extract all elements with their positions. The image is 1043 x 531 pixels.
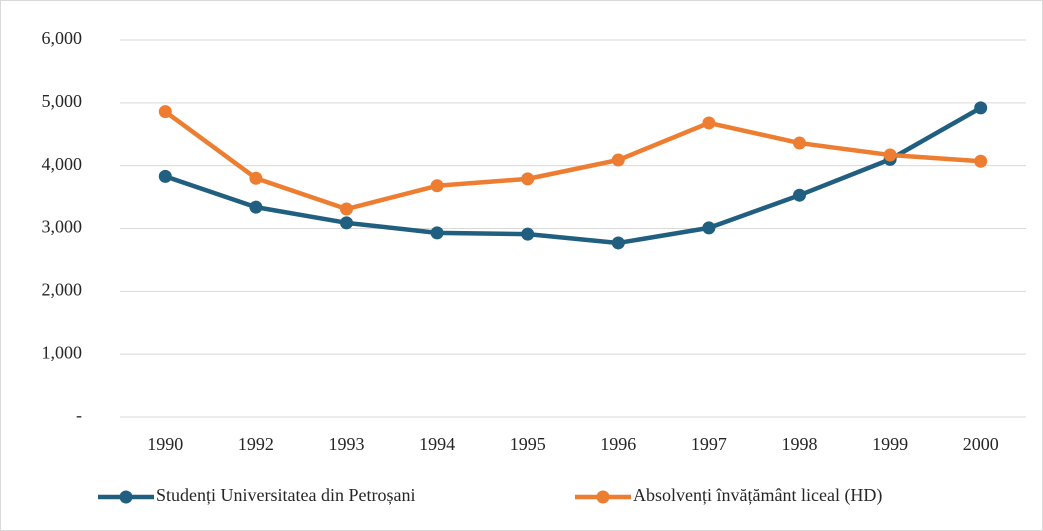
data-point — [340, 202, 353, 216]
data-point — [340, 216, 353, 230]
x-tick-label: 1999 — [872, 434, 908, 454]
data-point — [974, 154, 988, 168]
data-point — [974, 101, 988, 115]
x-tick-label: 1998 — [782, 434, 818, 454]
y-tick-label: 5,000 — [42, 91, 83, 111]
data-point — [521, 172, 535, 186]
data-point — [793, 136, 806, 150]
data-point — [793, 188, 806, 202]
x-tick-label: 1997 — [691, 434, 727, 454]
data-point — [702, 116, 716, 130]
data-point — [158, 105, 172, 119]
y-tick-label: 1,000 — [42, 342, 83, 362]
series-line — [164, 105, 982, 246]
x-tick-label: 1992 — [238, 434, 274, 454]
data-point — [521, 227, 535, 241]
x-tick-label: 1990 — [147, 434, 183, 454]
x-tick-label: 1993 — [329, 434, 365, 454]
series-line — [163, 109, 981, 212]
y-tick-label: 3,000 — [42, 217, 83, 237]
y-tick-label: 4,000 — [42, 154, 83, 174]
legend-label: Studenți Universitatea din Petroșani — [156, 485, 415, 505]
x-tick-label: 2000 — [963, 434, 999, 454]
y-tick-label: - — [76, 405, 82, 425]
data-point — [611, 236, 625, 250]
data-point — [430, 226, 444, 240]
data-point — [249, 171, 263, 185]
legend-marker — [119, 490, 133, 504]
legend-marker — [596, 490, 610, 504]
data-point — [158, 169, 172, 183]
data-point — [430, 179, 444, 193]
x-tick-label: 1995 — [510, 434, 546, 454]
data-point — [883, 148, 897, 162]
data-point — [702, 221, 716, 235]
x-tick-label: 1994 — [419, 434, 455, 454]
y-tick-label: 6,000 — [42, 28, 83, 48]
data-point — [611, 153, 625, 167]
x-tick-label: 1996 — [600, 434, 636, 454]
legend-label: Absolvenți învățământ liceal (HD) — [633, 485, 882, 506]
y-tick-label: 2,000 — [42, 279, 83, 299]
data-point — [249, 200, 263, 214]
